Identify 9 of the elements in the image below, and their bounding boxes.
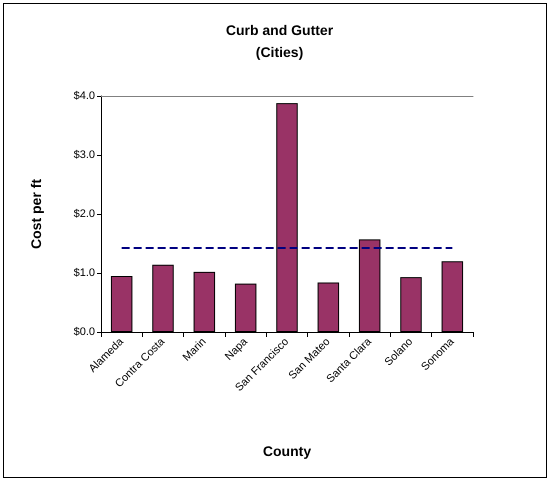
y-axis-title: Cost per ft [28, 178, 44, 249]
y-tick-label: $0.0 [74, 326, 95, 338]
chart-subtitle: (Cities) [256, 44, 304, 60]
y-tick-label: $1.0 [74, 267, 95, 279]
y-tick-label: $4.0 [74, 90, 95, 102]
x-axis-title: County [262, 443, 312, 459]
chart-title: Curb and Gutter [226, 22, 334, 38]
y-tick-label: $3.0 [74, 149, 95, 161]
y-tick-label: $2.0 [74, 208, 95, 220]
